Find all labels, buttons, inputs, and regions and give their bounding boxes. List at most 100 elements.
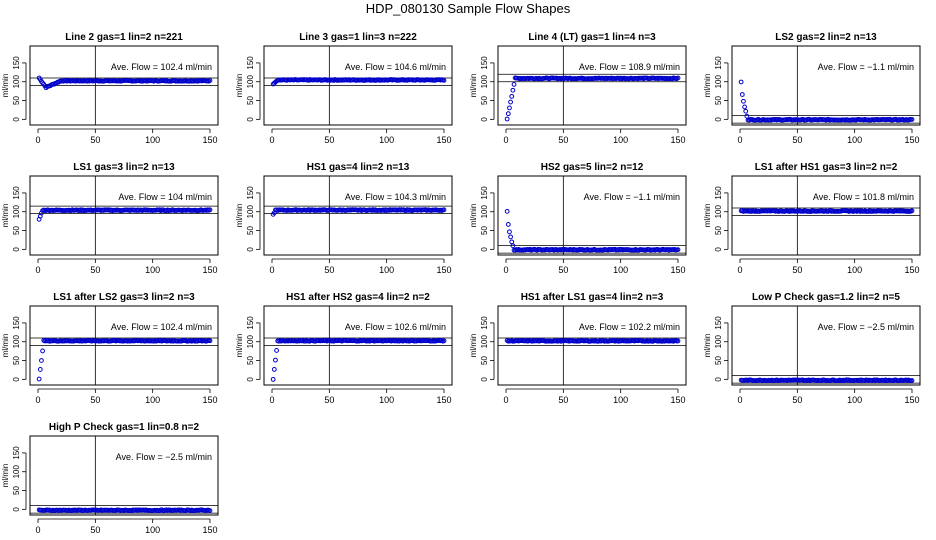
figure-title: HDP_080130 Sample Flow Shapes xyxy=(365,1,571,16)
x-tick-label: 150 xyxy=(904,265,919,275)
data-point xyxy=(909,378,915,383)
x-tick-label: 150 xyxy=(202,525,217,535)
x-tick-label: 150 xyxy=(202,395,217,405)
data-point xyxy=(270,376,276,382)
x-tick-label: 150 xyxy=(670,135,685,145)
y-tick-label: 0 xyxy=(246,247,255,252)
data-point xyxy=(509,239,515,245)
y-tick-label: 100 xyxy=(12,335,21,349)
y-axis-label: ml/min xyxy=(469,204,478,228)
x-tick-label: 0 xyxy=(35,525,40,535)
x-tick-label: 50 xyxy=(324,395,334,405)
x-tick-label: 0 xyxy=(269,135,274,145)
plot-frame xyxy=(497,45,687,126)
data-point xyxy=(207,338,213,344)
x-tick-label: 150 xyxy=(670,265,685,275)
average-flow-annotation: Ave. Flow = −1.1 ml/min xyxy=(584,192,680,202)
y-tick-label: 50 xyxy=(246,356,255,365)
x-tick-label: 0 xyxy=(503,395,508,405)
y-tick-label: 150 xyxy=(246,56,255,70)
panel-11: HS1 after LS1 gas=4 lin=2 n=3 Ave. Flow =… xyxy=(469,292,687,405)
x-tick-label: 100 xyxy=(613,135,628,145)
y-tick-label: 100 xyxy=(480,75,489,89)
panel-title: High P Check gas=1 lin=0.8 n=2 xyxy=(49,422,200,433)
x-tick-label: 100 xyxy=(379,265,394,275)
x-tick-label: 0 xyxy=(737,265,742,275)
y-tick-label: 150 xyxy=(12,56,21,70)
data-point xyxy=(273,357,278,363)
panel-title: LS1 gas=3 lin=2 n=13 xyxy=(73,162,175,173)
x-tick-label: 0 xyxy=(35,395,40,405)
y-tick-label: 50 xyxy=(12,356,21,365)
x-tick-label: 50 xyxy=(90,265,100,275)
y-axis-label: ml/min xyxy=(235,74,244,98)
plot-frame xyxy=(731,305,921,386)
x-tick-label: 50 xyxy=(558,395,568,405)
y-tick-label: 150 xyxy=(714,186,723,200)
panel-title: Line 4 (LT) gas=1 lin=4 n=3 xyxy=(528,32,656,43)
y-tick-label: 100 xyxy=(480,205,489,219)
x-tick-label: 100 xyxy=(145,135,160,145)
data-point xyxy=(504,116,510,122)
y-tick-label: 100 xyxy=(714,335,723,349)
y-tick-label: 150 xyxy=(480,56,489,70)
y-tick-label: 0 xyxy=(480,117,489,122)
data-point xyxy=(207,508,213,514)
x-tick-label: 150 xyxy=(904,395,919,405)
x-tick-label: 50 xyxy=(558,135,568,145)
y-axis-label: ml/min xyxy=(1,74,10,98)
data-point xyxy=(511,81,517,87)
x-tick-label: 100 xyxy=(847,395,862,405)
panel-8: LS1 after HS1 gas=3 lin=2 n=2 Ave. Flow =… xyxy=(703,162,921,275)
x-tick-label: 150 xyxy=(202,265,217,275)
x-tick-label: 100 xyxy=(613,265,628,275)
y-axis-label: ml/min xyxy=(703,204,712,228)
y-tick-label: 0 xyxy=(714,377,723,382)
data-point xyxy=(505,111,511,117)
data-point xyxy=(207,78,213,83)
y-tick-label: 50 xyxy=(480,96,489,105)
x-tick-label: 0 xyxy=(269,265,274,275)
x-tick-label: 100 xyxy=(145,525,160,535)
panel-10: HS1 after HS2 gas=4 lin=2 n=2 Ave. Flow =… xyxy=(235,292,453,405)
data-point xyxy=(741,98,746,104)
y-tick-label: 150 xyxy=(480,316,489,330)
panel-title: Line 3 gas=1 lin=3 n=222 xyxy=(299,32,417,43)
average-flow-annotation: Ave. Flow = 104.6 ml/min xyxy=(345,62,446,72)
y-tick-label: 100 xyxy=(480,335,489,349)
data-point xyxy=(271,367,277,372)
y-tick-label: 0 xyxy=(12,117,21,122)
data-point xyxy=(509,93,515,99)
plot-frame xyxy=(497,175,687,256)
data-point xyxy=(207,207,213,213)
data-point xyxy=(507,229,512,235)
y-tick-label: 150 xyxy=(714,56,723,70)
data-point xyxy=(508,99,513,105)
plot-frame xyxy=(29,435,219,516)
data-point xyxy=(441,338,447,344)
y-tick-label: 150 xyxy=(246,186,255,200)
data-point xyxy=(39,358,44,363)
x-tick-label: 100 xyxy=(379,395,394,405)
average-flow-annotation: Ave. Flow = −2.5 ml/min xyxy=(818,322,914,332)
x-tick-label: 150 xyxy=(436,395,451,405)
data-point xyxy=(510,87,516,93)
y-tick-label: 100 xyxy=(12,75,21,89)
panel-3: Line 4 (LT) gas=1 lin=4 n=3 Ave. Flow = 1… xyxy=(469,32,687,145)
panel-2: Line 3 gas=1 lin=3 n=222 Ave. Flow = 104.… xyxy=(235,32,453,145)
panel-1: Line 2 gas=1 lin=2 n=221 Ave. Flow = 102.… xyxy=(1,32,219,145)
average-flow-annotation: Ave. Flow = 104 ml/min xyxy=(118,192,212,202)
average-flow-annotation: Ave. Flow = 108.9 ml/min xyxy=(579,62,680,72)
average-flow-annotation: Ave. Flow = 102.4 ml/min xyxy=(111,322,212,332)
x-tick-label: 150 xyxy=(904,135,919,145)
x-tick-label: 100 xyxy=(613,395,628,405)
data-point xyxy=(505,222,511,227)
y-tick-label: 150 xyxy=(246,316,255,330)
x-tick-label: 50 xyxy=(90,525,100,535)
data-point xyxy=(40,348,45,354)
x-tick-label: 0 xyxy=(737,135,742,145)
x-tick-label: 150 xyxy=(670,395,685,405)
data-point xyxy=(675,75,681,81)
y-tick-label: 0 xyxy=(714,247,723,252)
